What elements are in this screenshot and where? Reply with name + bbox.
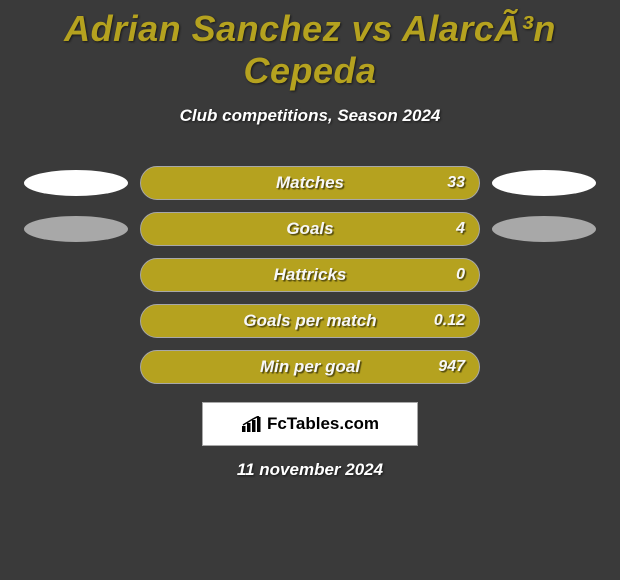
stat-label: Goals per match: [243, 311, 376, 331]
stat-bar: Goals 4: [140, 212, 480, 246]
stat-bar: Hattricks 0: [140, 258, 480, 292]
stat-label: Min per goal: [260, 357, 360, 377]
right-ellipse: [492, 170, 596, 196]
stat-row: Min per goal 947: [0, 350, 620, 384]
right-ellipse: [492, 216, 596, 242]
stat-value: 0: [456, 266, 465, 284]
left-ellipse: [24, 170, 128, 196]
logo-text: FcTables.com: [267, 414, 379, 434]
logo: FcTables.com: [241, 414, 379, 434]
stat-bar: Goals per match 0.12: [140, 304, 480, 338]
stat-label: Matches: [276, 173, 344, 193]
stat-label: Hattricks: [274, 265, 347, 285]
bar-chart-icon: [241, 416, 263, 432]
stat-bar: Matches 33: [140, 166, 480, 200]
stat-rows: Matches 33 Goals 4 Hattricks 0 Goals per match…: [0, 166, 620, 384]
stat-row: Matches 33: [0, 166, 620, 200]
stat-value: 0.12: [434, 312, 465, 330]
stat-value: 947: [438, 358, 465, 376]
stat-row: Goals per match 0.12: [0, 304, 620, 338]
stat-label: Goals: [286, 219, 333, 239]
stat-bar: Min per goal 947: [140, 350, 480, 384]
stat-row: Hattricks 0: [0, 258, 620, 292]
left-ellipse: [24, 216, 128, 242]
date-text: 11 november 2024: [0, 460, 620, 480]
comparison-card: Adrian Sanchez vs AlarcÃ³n Cepeda Club c…: [0, 0, 620, 480]
page-title: Adrian Sanchez vs AlarcÃ³n Cepeda: [0, 8, 620, 92]
stat-value: 33: [447, 174, 465, 192]
subtitle: Club competitions, Season 2024: [0, 106, 620, 126]
stat-row: Goals 4: [0, 212, 620, 246]
logo-box[interactable]: FcTables.com: [202, 402, 418, 446]
stat-value: 4: [456, 220, 465, 238]
